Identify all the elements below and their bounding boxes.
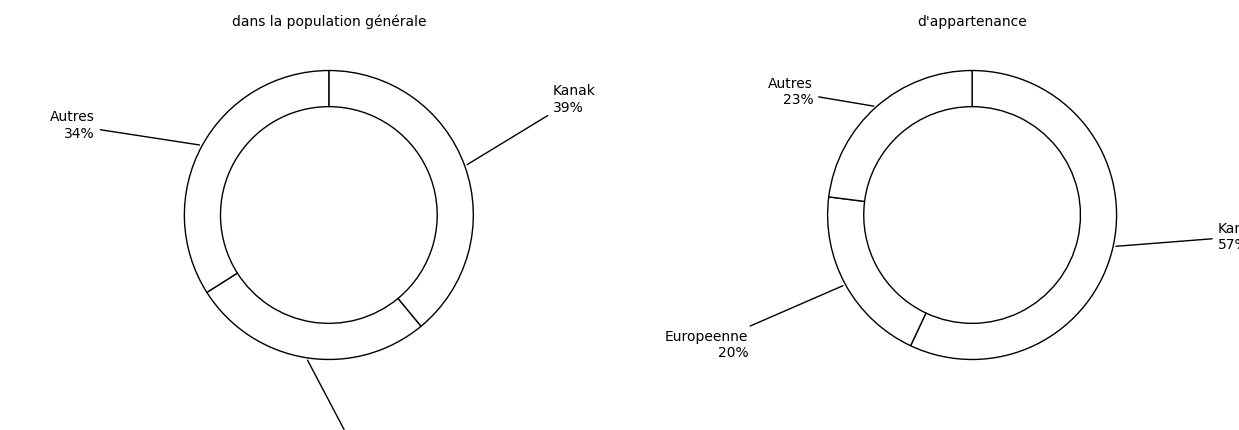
Title: d'appartenance: d'appartenance [917,15,1027,29]
Title: dans la population générale: dans la population générale [232,15,426,29]
Text: Autres
34%: Autres 34% [50,111,199,145]
Wedge shape [207,273,421,359]
Text: Européenne
27%: Européenne 27% [307,360,396,430]
Text: Europeenne
20%: Europeenne 20% [665,286,843,360]
Wedge shape [328,71,473,326]
Wedge shape [911,71,1116,359]
Text: Autres
23%: Autres 23% [768,77,873,108]
Wedge shape [829,71,973,201]
Wedge shape [828,197,926,346]
Wedge shape [185,71,328,292]
Text: Kanak
57%: Kanak 57% [1116,221,1239,252]
Text: Kanak
39%: Kanak 39% [467,84,596,165]
